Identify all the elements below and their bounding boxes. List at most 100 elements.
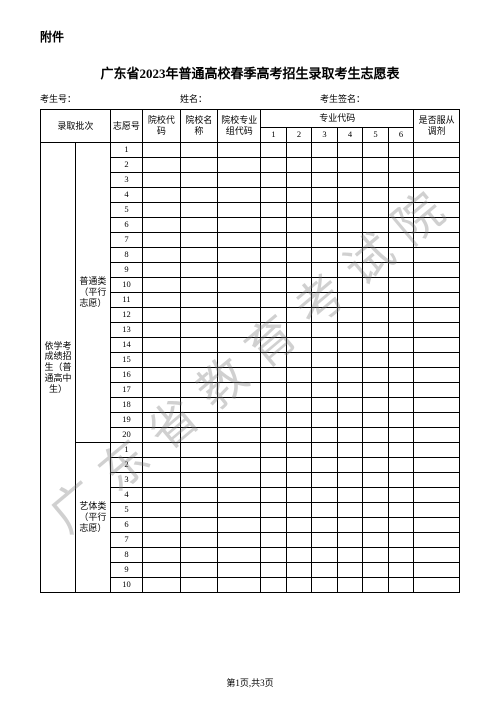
table-cell xyxy=(180,233,218,248)
table-cell xyxy=(286,518,312,533)
table-cell xyxy=(286,473,312,488)
table-cell xyxy=(180,518,218,533)
table-cell xyxy=(261,188,287,203)
table-cell xyxy=(286,563,312,578)
table-cell xyxy=(414,353,460,368)
table-cell xyxy=(312,248,338,263)
vnum-cell: 14 xyxy=(110,338,142,353)
table-cell xyxy=(143,548,181,563)
table-cell xyxy=(312,428,338,443)
table-cell xyxy=(363,278,389,293)
table-cell xyxy=(286,428,312,443)
table-cell xyxy=(388,503,414,518)
table-cell xyxy=(337,548,363,563)
table-cell xyxy=(388,368,414,383)
volunteer-table: 录取批次 志愿号 院校代码 院校名称 院校专业组代码 专业代码 是否服从调剂 1… xyxy=(40,109,460,593)
table-cell xyxy=(388,518,414,533)
table-cell xyxy=(180,443,218,458)
table-cell xyxy=(261,143,287,158)
table-cell xyxy=(337,533,363,548)
table-cell xyxy=(261,173,287,188)
table-cell xyxy=(312,203,338,218)
table-cell xyxy=(388,443,414,458)
vnum-cell: 18 xyxy=(110,398,142,413)
table-cell xyxy=(337,578,363,593)
table-cell xyxy=(143,173,181,188)
table-cell xyxy=(261,473,287,488)
table-cell xyxy=(312,353,338,368)
table-cell xyxy=(414,143,460,158)
table-cell xyxy=(286,503,312,518)
table-cell xyxy=(180,428,218,443)
vnum-cell: 6 xyxy=(110,218,142,233)
vnum-cell: 9 xyxy=(110,263,142,278)
table-cell xyxy=(286,413,312,428)
table-cell xyxy=(218,473,261,488)
table-cell xyxy=(363,368,389,383)
table-cell xyxy=(363,218,389,233)
table-cell xyxy=(218,248,261,263)
table-cell xyxy=(261,293,287,308)
table-cell xyxy=(143,458,181,473)
table-cell xyxy=(363,533,389,548)
table-cell xyxy=(143,578,181,593)
table-cell xyxy=(312,518,338,533)
table-cell xyxy=(312,443,338,458)
table-cell xyxy=(363,578,389,593)
table-cell xyxy=(363,473,389,488)
table-cell xyxy=(388,353,414,368)
table-cell xyxy=(286,248,312,263)
table-cell xyxy=(363,158,389,173)
table-cell xyxy=(218,293,261,308)
table-cell xyxy=(363,353,389,368)
vnum-cell: 15 xyxy=(110,353,142,368)
table-row: 艺体类（平行志愿）1 xyxy=(41,443,460,458)
table-cell xyxy=(218,443,261,458)
table-cell xyxy=(337,233,363,248)
table-cell xyxy=(261,203,287,218)
table-cell xyxy=(286,218,312,233)
table-cell xyxy=(261,488,287,503)
table-cell xyxy=(414,248,460,263)
table-cell xyxy=(414,533,460,548)
table-cell xyxy=(337,488,363,503)
table-cell xyxy=(337,458,363,473)
table-cell xyxy=(180,563,218,578)
table-cell xyxy=(337,368,363,383)
table-cell xyxy=(414,383,460,398)
table-cell xyxy=(312,503,338,518)
th-m3: 3 xyxy=(312,128,338,143)
table-cell xyxy=(143,383,181,398)
th-m2: 2 xyxy=(286,128,312,143)
table-cell xyxy=(180,398,218,413)
vnum-cell: 13 xyxy=(110,323,142,338)
vnum-cell: 7 xyxy=(110,233,142,248)
table-cell xyxy=(337,278,363,293)
table-cell xyxy=(312,188,338,203)
table-cell xyxy=(143,278,181,293)
page-title: 广东省2023年普通高校春季高考招生录取考生志愿表 xyxy=(40,63,460,82)
table-cell xyxy=(218,308,261,323)
vnum-cell: 8 xyxy=(110,248,142,263)
table-cell xyxy=(218,278,261,293)
table-cell xyxy=(180,188,218,203)
table-cell xyxy=(414,503,460,518)
table-cell xyxy=(143,473,181,488)
table-cell xyxy=(143,413,181,428)
table-cell xyxy=(414,338,460,353)
table-cell xyxy=(218,428,261,443)
table-cell xyxy=(180,383,218,398)
table-cell xyxy=(286,308,312,323)
table-cell xyxy=(143,533,181,548)
table-cell xyxy=(337,218,363,233)
table-cell xyxy=(312,548,338,563)
table-cell xyxy=(180,488,218,503)
table-cell xyxy=(261,533,287,548)
table-cell xyxy=(363,398,389,413)
table-cell xyxy=(388,158,414,173)
table-cell xyxy=(286,173,312,188)
table-cell xyxy=(414,473,460,488)
table-cell xyxy=(414,428,460,443)
table-cell xyxy=(414,578,460,593)
table-cell xyxy=(180,368,218,383)
